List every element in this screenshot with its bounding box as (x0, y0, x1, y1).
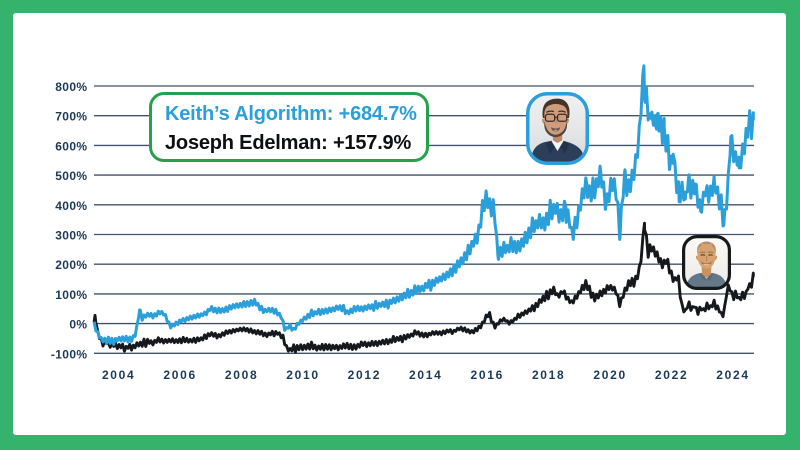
svg-text:2008: 2008 (225, 368, 259, 382)
svg-text:300%: 300% (55, 229, 87, 243)
svg-text:0%: 0% (69, 318, 87, 332)
svg-text:2006: 2006 (163, 368, 197, 382)
svg-text:2004: 2004 (102, 368, 136, 382)
svg-text:2024: 2024 (716, 368, 750, 382)
svg-text:-100%: -100% (51, 347, 88, 361)
svg-text:2022: 2022 (655, 368, 689, 382)
svg-text:2018: 2018 (532, 368, 566, 382)
svg-text:2020: 2020 (593, 368, 627, 382)
svg-text:2016: 2016 (471, 368, 505, 382)
svg-text:800%: 800% (55, 80, 87, 94)
svg-text:2014: 2014 (409, 368, 443, 382)
svg-text:700%: 700% (55, 110, 87, 124)
svg-text:100%: 100% (55, 288, 87, 302)
svg-text:200%: 200% (55, 258, 87, 272)
svg-text:500%: 500% (55, 169, 87, 183)
svg-text:400%: 400% (55, 199, 87, 213)
svg-text:2010: 2010 (286, 368, 320, 382)
svg-text:2012: 2012 (348, 368, 382, 382)
svg-text:600%: 600% (55, 139, 87, 153)
